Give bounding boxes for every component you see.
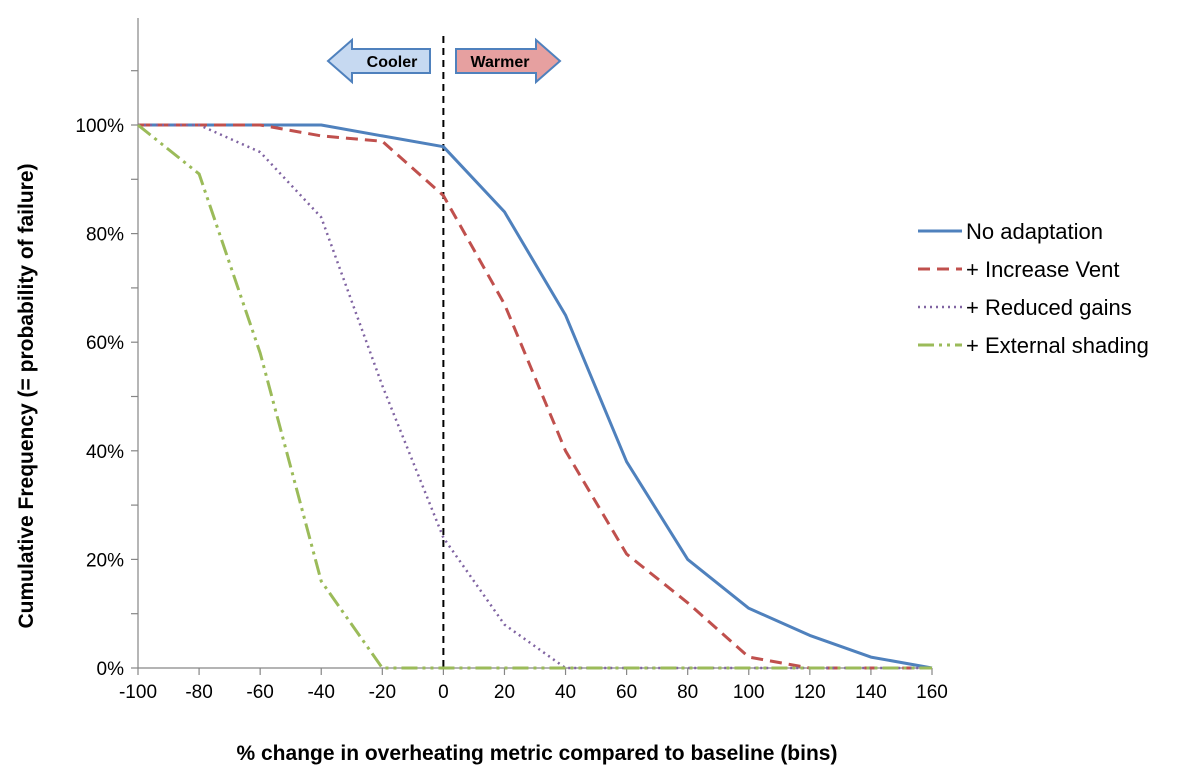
series-line-1 [138,123,933,670]
cooler-arrow [326,37,431,85]
x-axis-title: % change in overheating metric compared … [237,742,838,765]
series-line-4 [137,123,932,670]
x-tick-label: -100 [119,682,157,703]
legend: No adaptation + Increase Vent + Reduced ga… [918,219,1149,358]
y-tick-label: 40% [86,442,124,463]
x-tick-label: 140 [855,682,887,703]
annotation-layer: Cooler Warmer [326,37,562,85]
y-tick-label: 20% [86,550,124,571]
x-tick-label: 20 [494,682,515,703]
x-tick-label: -80 [185,682,212,703]
x-tick-label: 40 [555,682,576,703]
warmer-arrow [455,37,562,85]
x-tick-label: -40 [307,682,334,703]
x-tick-label: 60 [616,682,637,703]
cooler-label: Cooler [367,54,418,71]
y-tick-label: 60% [86,333,124,354]
series-line-3 [138,123,932,670]
x-tick-label: 80 [677,682,698,703]
legend-label: + Increase Vent [966,257,1120,282]
legend-label: + External shading [966,333,1149,358]
y-tick-label: 80% [86,225,124,246]
x-tick-label: 160 [916,682,948,703]
series-line-2 [138,123,932,670]
axes: 0% 20% 40% 60% 80% 100% -100 -80 -60 -40 -20 0 20 40 6… [75,18,948,703]
x-tick-label: 0 [438,682,449,703]
x-tick-label: 100 [733,682,765,703]
x-tick-label: 120 [794,682,826,703]
legend-label: No adaptation [966,219,1103,244]
x-tick-label: -60 [246,682,273,703]
y-tick-label: 0% [97,659,125,680]
x-tick-label: -20 [369,682,396,703]
series-layer [137,123,933,670]
y-tick-label: 100% [75,116,124,137]
legend-label: + Reduced gains [966,295,1132,320]
y-axis-title: Cumulative Frequency (= probability of f… [15,164,38,629]
warmer-label: Warmer [471,54,530,71]
